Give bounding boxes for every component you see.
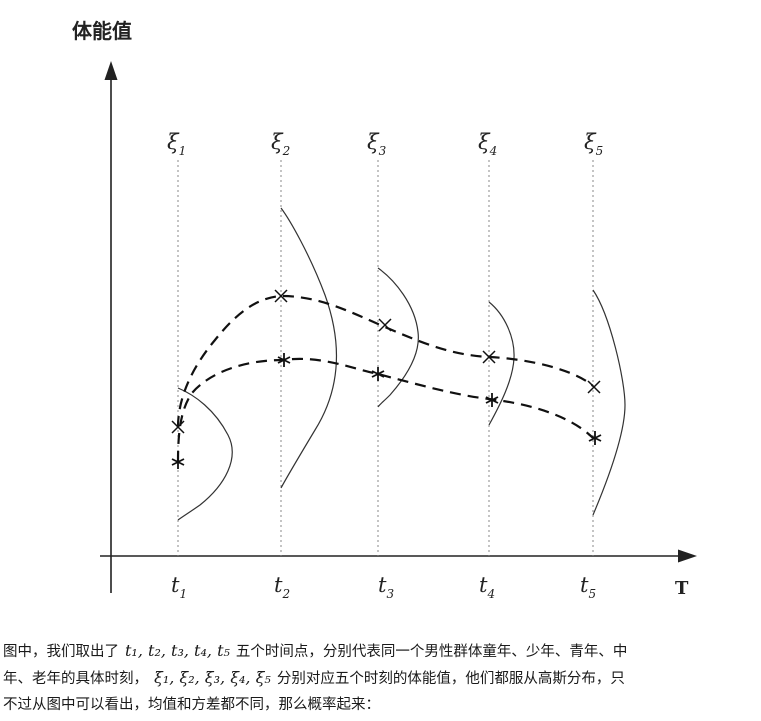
caption-text: 五个时间点，分别代表同一个男性群体童年、少年、青年、中 [235,644,628,660]
xi-label-5: ξ5 [584,130,603,158]
caption-text: 年、老年的具体时刻， [3,671,148,687]
caption-line-2: 年、老年的具体时刻， ξ₁, ξ₂, ξ₃, ξ₄, ξ₅ 分别对应五个时刻的体能值… [3,665,755,692]
x-marker-icon [274,289,288,303]
gaussian-process-figure: 体能值 T ξ1 ξ2 ξ3 ξ4 ξ5 t1 t2 t3 t4 t5 [72,19,697,601]
upper-dashed-path [176,294,594,428]
caption-text: 图中，我们取出了 [3,644,119,660]
upper-markers [171,289,601,434]
caption-text: 不过从图中可以看出，均值和方差都不同，那么概率起来： [3,697,380,713]
t-label-1: t1 [171,573,187,601]
xi-labels: ξ1 ξ2 ξ3 ξ4 ξ5 [167,130,603,158]
gaussian-curve-4 [488,301,515,426]
arrow-right-icon [678,549,697,563]
xi-label-4: ξ4 [478,130,497,158]
xi-label-1: ξ1 [167,130,186,158]
gaussian-curve-2 [280,207,338,489]
lower-markers [171,353,602,469]
xi-label-2: ξ2 [271,130,290,158]
arrow-up-icon [104,61,118,80]
caption-paragraph: 图中，我们取出了 t₁, t₂, t₃, t₄, t₅ 五个时间点，分别代表同一个男… [3,638,755,718]
x-marker-icon [171,420,185,434]
gaussian-curve-5 [592,289,626,516]
asterisk-marker-icon [277,353,291,367]
t-label-2: t2 [274,573,290,601]
x-marker-icon [482,350,496,364]
x-axis-title: T [675,578,689,599]
t-label-5: t5 [580,573,596,601]
caption-line-3: 不过从图中可以看出，均值和方差都不同，那么概率起来： [3,692,755,718]
time-guides [177,160,594,556]
x-marker-icon [587,380,601,394]
y-axis-title: 体能值 [72,19,132,43]
caption-math-xi: ξ₁, ξ₂, ξ₃, ξ₄, ξ₅ [154,668,271,687]
caption-line-1: 图中，我们取出了 t₁, t₂, t₃, t₄, t₅ 五个时间点，分别代表同一个男… [3,638,755,665]
caption-math-t: t₁, t₂, t₃, t₄, t₅ [125,641,230,660]
gaussian-curve-3 [377,267,419,408]
x-marker-icon [378,318,392,332]
axes [100,61,697,593]
asterisk-marker-icon [371,367,385,381]
asterisk-marker-icon [485,393,499,407]
t-label-4: t4 [479,573,495,601]
mean-paths [176,294,594,463]
t-label-3: t3 [378,573,394,601]
xi-label-3: ξ3 [367,130,387,158]
t-labels: t1 t2 t3 t4 t5 [171,573,596,601]
asterisk-marker-icon [171,455,185,469]
gaussian-curve-1 [177,387,233,521]
gaussian-curves [177,207,626,521]
lower-dashed-path [176,357,594,463]
asterisk-marker-icon [588,431,602,445]
caption-text: 分别对应五个时刻的体能值，他们都服从高斯分布，只 [276,671,625,687]
